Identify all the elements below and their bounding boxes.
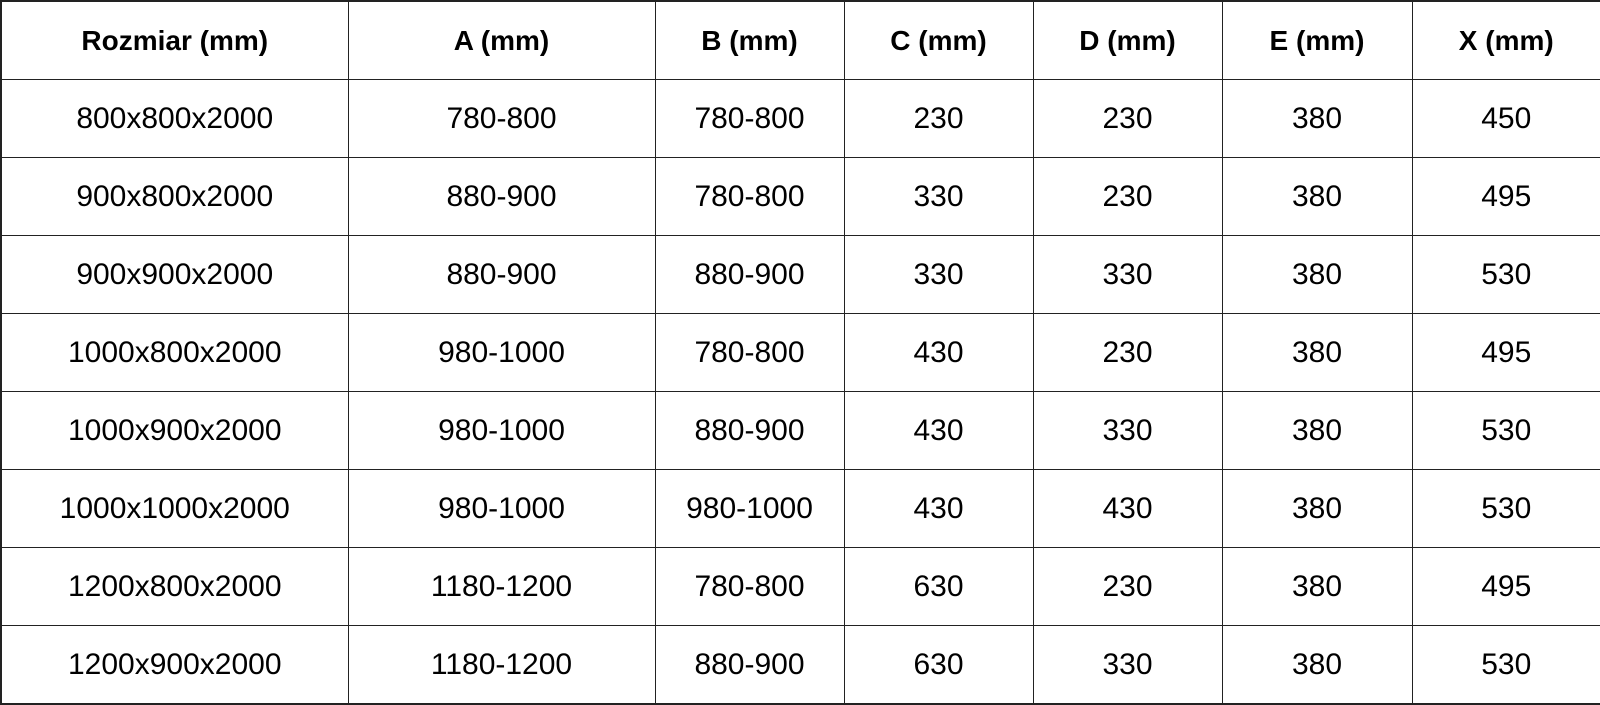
table-cell: 630 <box>843 547 1034 626</box>
table-cell: 230 <box>1032 157 1223 236</box>
table-cell: 780-800 <box>654 547 845 626</box>
table-cell: 800x800x2000 <box>0 79 349 158</box>
table-cell: 380 <box>1221 157 1413 236</box>
table-cell: 1000x900x2000 <box>0 391 349 470</box>
table-cell: 230 <box>1032 547 1223 626</box>
column-header: C (mm) <box>843 0 1034 80</box>
table-cell: 330 <box>843 235 1034 314</box>
table-cell: 530 <box>1411 625 1600 705</box>
table-row: 900x800x2000 880-900 780-800 330 230 380 495 <box>0 157 1600 236</box>
table-cell: 430 <box>843 313 1034 392</box>
table-cell: 230 <box>1032 313 1223 392</box>
table-cell: 450 <box>1411 79 1600 158</box>
table-cell: 530 <box>1411 469 1600 548</box>
table-cell: 380 <box>1221 469 1413 548</box>
table-cell: 380 <box>1221 391 1413 470</box>
table-cell: 495 <box>1411 547 1600 626</box>
table-cell: 780-800 <box>347 79 656 158</box>
table-cell: 230 <box>1032 79 1223 158</box>
table-cell: 780-800 <box>654 313 845 392</box>
column-header: B (mm) <box>654 0 845 80</box>
table-row: 900x900x2000 880-900 880-900 330 330 380 530 <box>0 235 1600 314</box>
table-cell: 430 <box>843 391 1034 470</box>
column-header: D (mm) <box>1032 0 1223 80</box>
table-cell: 495 <box>1411 313 1600 392</box>
column-header: X (mm) <box>1411 0 1600 80</box>
table-cell: 330 <box>1032 235 1223 314</box>
table-cell: 430 <box>843 469 1034 548</box>
column-header: A (mm) <box>347 0 656 80</box>
table-cell: 430 <box>1032 469 1223 548</box>
table-cell: 1180-1200 <box>347 547 656 626</box>
table-cell: 900x900x2000 <box>0 235 349 314</box>
table-cell: 380 <box>1221 79 1413 158</box>
table-cell: 1180-1200 <box>347 625 656 705</box>
table-cell: 1000x800x2000 <box>0 313 349 392</box>
table-cell: 330 <box>1032 625 1223 705</box>
table-cell: 530 <box>1411 235 1600 314</box>
table-cell: 1000x1000x2000 <box>0 469 349 548</box>
table-row: 1000x900x2000 980-1000 880-900 430 330 380 530 <box>0 391 1600 470</box>
table-cell: 630 <box>843 625 1034 705</box>
table-row: 1000x800x2000 980-1000 780-800 430 230 380 495 <box>0 313 1600 392</box>
column-header: Rozmiar (mm) <box>0 0 349 80</box>
table-cell: 330 <box>1032 391 1223 470</box>
table-cell: 980-1000 <box>347 313 656 392</box>
table-cell: 780-800 <box>654 79 845 158</box>
table-cell: 880-900 <box>347 235 656 314</box>
table-cell: 1200x800x2000 <box>0 547 349 626</box>
column-header: E (mm) <box>1221 0 1413 80</box>
table-row: 800x800x2000 780-800 780-800 230 230 380 450 <box>0 79 1600 158</box>
table-cell: 380 <box>1221 313 1413 392</box>
table-row: 1000x1000x2000 980-1000 980-1000 430 430 380 5… <box>0 469 1600 548</box>
table-cell: 880-900 <box>654 235 845 314</box>
table-cell: 530 <box>1411 391 1600 470</box>
table-cell: 900x800x2000 <box>0 157 349 236</box>
table-cell: 380 <box>1221 235 1413 314</box>
table-cell: 880-900 <box>347 157 656 236</box>
table-cell: 1200x900x2000 <box>0 625 349 705</box>
table-cell: 380 <box>1221 625 1413 705</box>
table-cell: 980-1000 <box>654 469 845 548</box>
table-cell: 230 <box>843 79 1034 158</box>
table-row: 1200x900x2000 1180-1200 880-900 630 330 380 53… <box>0 625 1600 705</box>
table-cell: 880-900 <box>654 391 845 470</box>
table-cell: 880-900 <box>654 625 845 705</box>
table-cell: 380 <box>1221 547 1413 626</box>
table-cell: 780-800 <box>654 157 845 236</box>
table-row: 1200x800x2000 1180-1200 780-800 630 230 380 49… <box>0 547 1600 626</box>
header-row: Rozmiar (mm) A (mm) B (mm) C (mm) D (mm) E (m… <box>0 0 1600 80</box>
table-cell: 495 <box>1411 157 1600 236</box>
table-cell: 980-1000 <box>347 391 656 470</box>
table-cell: 980-1000 <box>347 469 656 548</box>
table-cell: 330 <box>843 157 1034 236</box>
